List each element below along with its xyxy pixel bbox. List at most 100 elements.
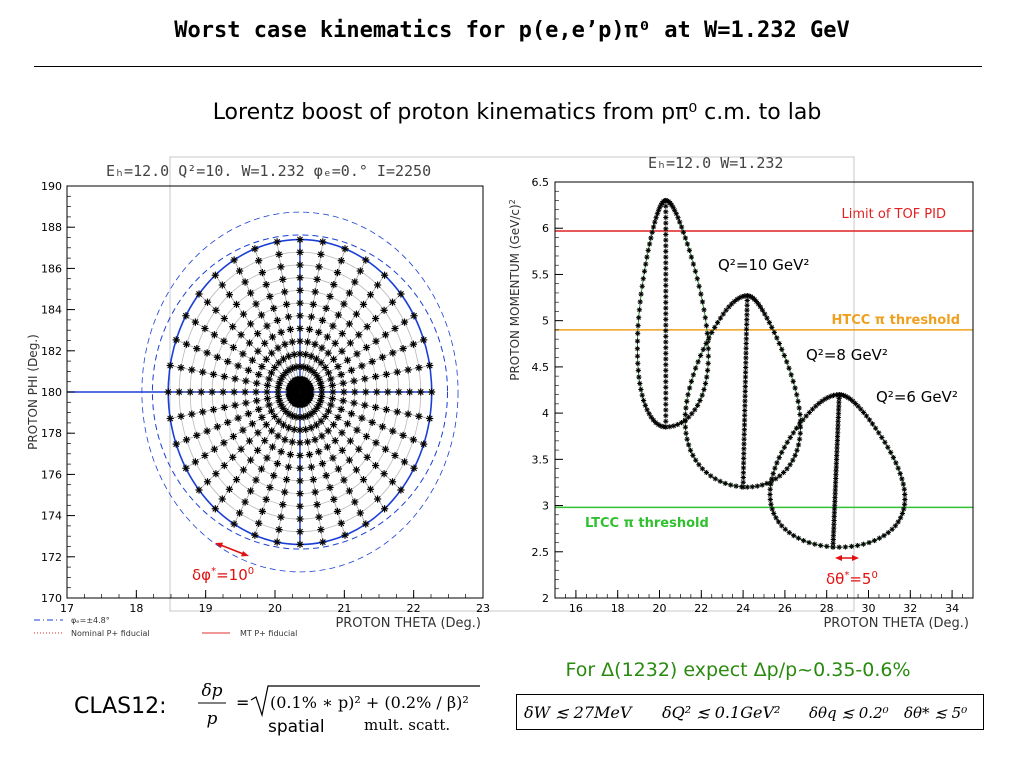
series-label-q6: Q²=6 GeV² <box>876 388 958 406</box>
data-point <box>241 398 251 408</box>
data-point <box>793 425 800 432</box>
series-label-q10: Q²=10 GeV² <box>718 256 809 274</box>
data-point <box>371 438 381 447</box>
data-point-spine <box>740 445 747 452</box>
data-point-spine <box>740 469 747 476</box>
data-point <box>684 391 692 398</box>
data-point <box>692 268 699 275</box>
data-point <box>213 353 222 362</box>
y-tick-label: 188 <box>41 221 62 234</box>
data-point <box>689 452 696 459</box>
data-point <box>800 537 807 544</box>
data-point-spine <box>741 431 748 438</box>
data-point <box>228 453 237 462</box>
data-point <box>301 350 310 359</box>
data-point <box>244 409 253 418</box>
data-point <box>263 394 272 403</box>
data-point <box>872 425 879 432</box>
data-point <box>246 455 255 465</box>
data-point <box>409 340 418 349</box>
data-point <box>187 365 197 375</box>
data-point <box>682 424 689 431</box>
data-point <box>863 412 870 420</box>
y-tick-label: 176 <box>41 468 62 481</box>
data-point <box>403 365 413 375</box>
data-point <box>329 420 338 429</box>
data-point <box>787 434 794 441</box>
data-point <box>635 314 642 321</box>
data-point <box>636 306 643 313</box>
data-point <box>324 348 333 358</box>
data-point <box>277 447 286 456</box>
data-point <box>349 398 359 408</box>
data-point <box>881 439 888 446</box>
data-point <box>219 337 229 346</box>
data-point <box>194 485 204 495</box>
data-point-spine <box>743 335 750 342</box>
data-point <box>425 414 434 423</box>
data-point <box>220 314 229 323</box>
data-point <box>398 431 408 440</box>
data-point <box>245 338 254 348</box>
data-point <box>634 360 641 367</box>
data-point-spine <box>744 302 751 309</box>
data-point <box>280 435 290 444</box>
data-point <box>871 537 878 544</box>
data-point <box>405 387 414 397</box>
data-point <box>273 431 283 441</box>
data-point <box>264 400 274 410</box>
data-point-spine <box>662 242 669 249</box>
data-point <box>181 464 191 473</box>
dphi-arrow <box>217 543 247 556</box>
data-point <box>219 438 229 447</box>
data-point <box>229 343 238 352</box>
data-point <box>796 411 804 418</box>
data-point <box>866 416 873 423</box>
data-point <box>211 469 221 478</box>
y-tick-label: 186 <box>41 262 62 275</box>
data-point <box>682 430 690 437</box>
data-point <box>778 522 785 529</box>
data-point <box>329 280 338 289</box>
data-point <box>263 381 272 390</box>
data-point <box>692 365 699 372</box>
data-point <box>781 444 788 451</box>
data-point <box>634 338 641 345</box>
data-point <box>368 418 377 427</box>
data-point <box>250 244 260 254</box>
data-point <box>767 481 774 488</box>
data-point <box>696 283 703 290</box>
dtheta-label: δθ*=50 <box>826 570 878 588</box>
data-point <box>695 461 702 468</box>
data-point <box>232 300 241 309</box>
data-point <box>328 394 337 403</box>
data-point <box>759 481 766 489</box>
data-point <box>634 345 641 352</box>
dtheta-arrowhead-left <box>835 555 842 561</box>
data-point-spine <box>742 359 749 366</box>
data-point <box>295 248 305 257</box>
data-point <box>346 338 355 348</box>
data-point <box>771 329 778 336</box>
data-point <box>295 425 305 435</box>
data-point <box>394 387 403 397</box>
data-point <box>260 436 269 445</box>
data-point <box>229 255 239 265</box>
data-point <box>639 392 646 399</box>
data-point <box>339 299 349 309</box>
data-point <box>316 525 326 534</box>
data-point <box>284 462 293 472</box>
data-point <box>240 277 250 287</box>
left-xlabel: PROTON THETA (Deg.) <box>335 616 481 631</box>
data-point <box>303 437 312 447</box>
data-point <box>209 370 218 379</box>
x-tick-label: 34 <box>945 602 959 615</box>
data-point <box>766 491 774 498</box>
data-point <box>310 340 320 349</box>
data-point <box>267 426 276 436</box>
y-tick-label: 182 <box>41 345 62 358</box>
data-point <box>678 223 685 231</box>
data-point-spine <box>662 248 669 255</box>
data-point <box>257 310 266 320</box>
htcc-label: HTCC π threshold <box>831 313 960 328</box>
